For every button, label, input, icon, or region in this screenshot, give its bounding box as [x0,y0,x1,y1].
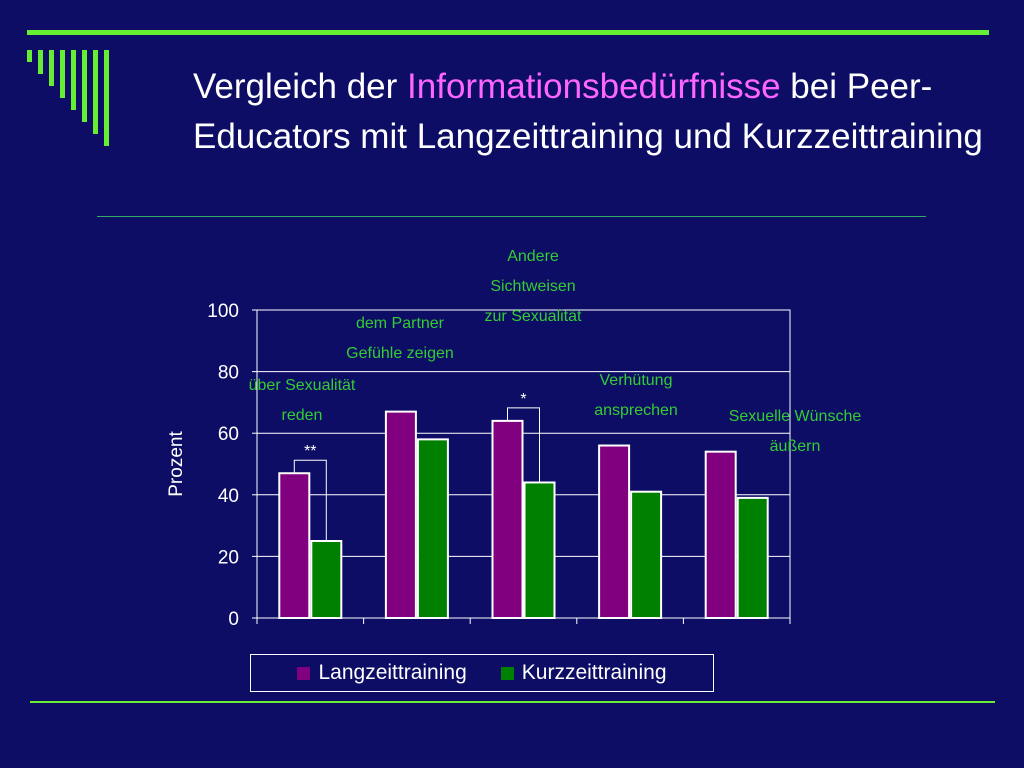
significance-bracket-0 [293,459,327,541]
y-tick-label: 80 [218,363,239,384]
legend-swatch-kurzzeit [500,666,514,680]
significance-label-0: ** [304,443,316,460]
slide-title: Vergleich der Informationsbedürfnisse be… [193,62,993,162]
y-axis-label: Prozent [166,431,187,497]
bar-langzeit-2 [491,419,524,619]
y-tick-label: 20 [218,547,239,568]
legend-item-kurzzeit: Kurzzeittraining [500,661,667,685]
bar-langzeit-4 [704,450,737,619]
significance-bracket-2 [507,407,540,483]
category-label-2-line-2: zur Sexualität [485,308,582,325]
legend-item-langzeit: Langzeittraining [297,661,467,685]
bar-langzeit-0 [278,472,311,619]
title-part1: Vergleich der [193,67,408,106]
y-tick-label: 0 [228,609,239,630]
y-tick-label: 40 [218,486,239,507]
bar-langzeit-3 [598,444,631,619]
bottom-accent-line [30,701,995,703]
title-highlight: Informationsbedürfnisse [407,67,781,106]
significance-label-2: * [520,391,526,408]
title-part2: bei Peer-Educators mit Langzeittraining … [193,67,983,156]
legend-swatch-langzeit [297,666,311,680]
legend-label-kurzzeit: Kurzzeittraining [521,661,667,684]
legend-label-langzeit: Langzeittraining [318,661,467,684]
bar-kurzzeit-2 [523,481,556,620]
category-label-3-line-1: ansprechen [594,402,678,419]
category-label-2-line-1: Sichtweisen [490,278,575,295]
bar-kurzzeit-0 [310,540,343,619]
category-label-1-line-0: dem Partner [356,315,445,332]
category-label-4-line-1: äußern [770,438,821,455]
category-label-0-line-1: reden [282,407,323,424]
category-label-2-line-0: Andere [507,248,559,265]
category-label-4-line-0: Sexuelle Wünsche [729,408,862,425]
category-label-3-line-0: Verhütung [600,372,673,389]
category-label-0-line-0: über Sexualität [249,377,356,394]
title-divider [97,216,926,217]
y-tick-label: 60 [218,424,239,445]
bar-langzeit-1 [384,410,417,620]
top-accent-line [27,30,989,35]
bar-kurzzeit-4 [736,496,769,620]
bar-kurzzeit-3 [630,490,663,619]
bar-kurzzeit-1 [416,438,449,619]
category-label-1-line-1: Gefühle zeigen [346,345,454,362]
chart-legend: Langzeittraining Kurzzeittraining [250,654,714,692]
y-tick-label: 100 [207,301,239,322]
